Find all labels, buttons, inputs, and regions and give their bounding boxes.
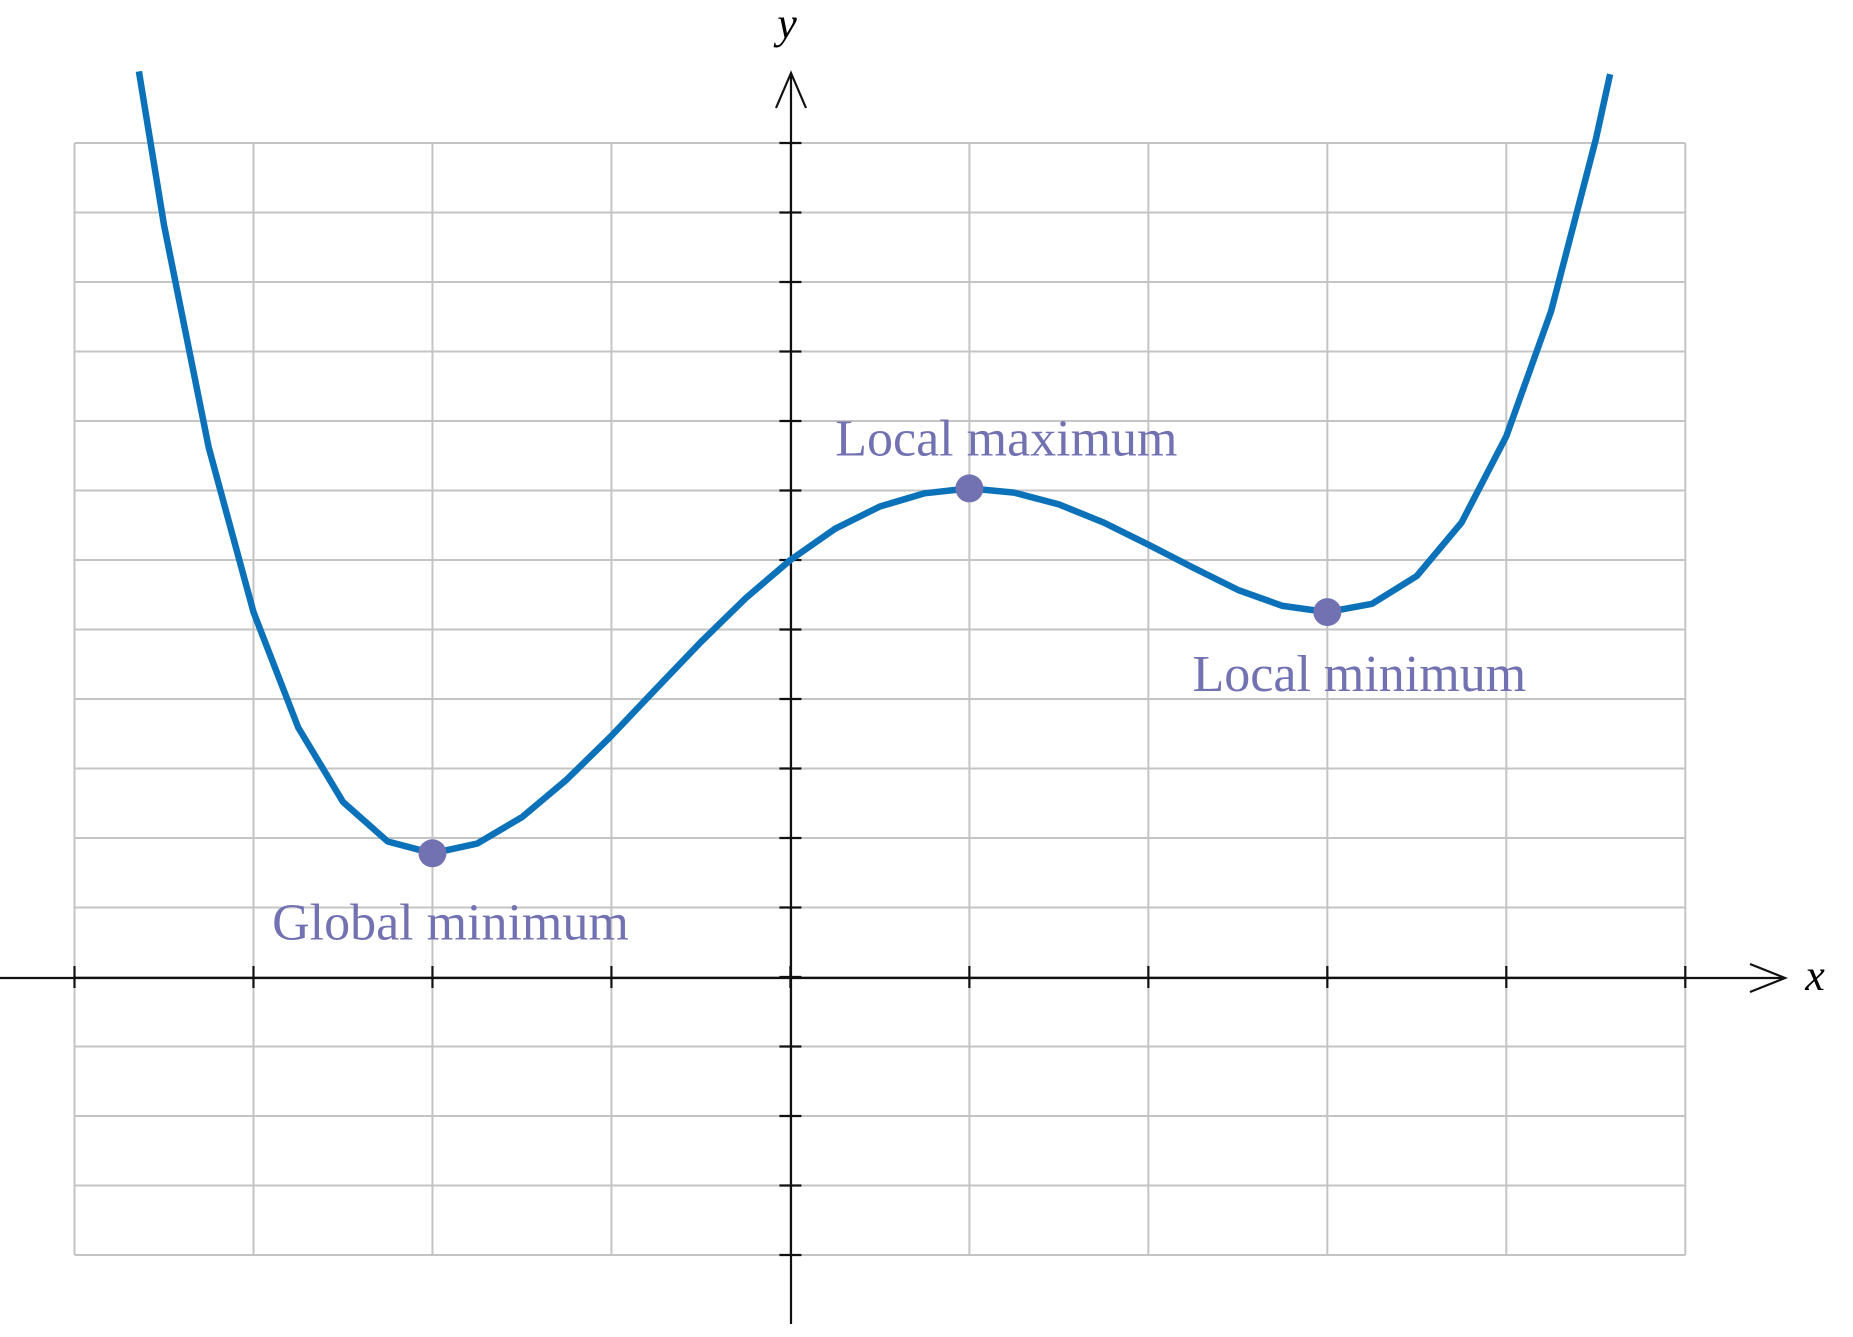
axes: x y <box>0 0 1825 1324</box>
point-marker <box>1313 598 1342 627</box>
y-axis-arrow <box>774 70 808 109</box>
grid <box>73 142 1687 1256</box>
x-axis-label: x <box>1804 951 1825 1000</box>
line <box>135 70 1614 857</box>
point-marker <box>418 839 447 868</box>
annotation: Global minimum <box>272 894 629 951</box>
x-axis-arrow <box>1749 962 1788 994</box>
y-axis-label: y <box>773 0 797 48</box>
annotation: Local maximum <box>835 410 1177 467</box>
annotation: Local minimum <box>1193 646 1527 703</box>
plot-area: Global minimum Local maximum Local minimum <box>135 70 1614 951</box>
point-marker <box>955 474 984 503</box>
